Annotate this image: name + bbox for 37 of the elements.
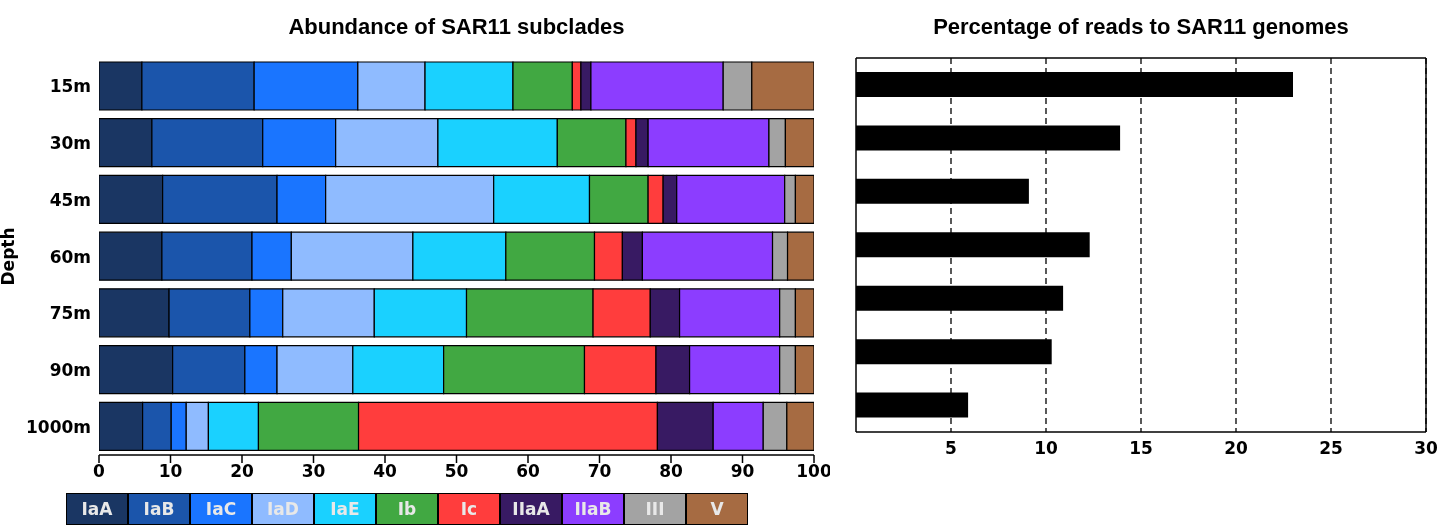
x-tick-label: 70 [587, 461, 612, 482]
y-tick-label: 1000m [25, 416, 91, 437]
chart-title: Abundance of SAR11 subclades [287, 14, 626, 40]
x-tick-label: 40 [373, 461, 397, 482]
legend-label: IIaB [563, 494, 623, 524]
legend-label: Ib [377, 494, 437, 524]
y-tick-label: 30m [49, 133, 91, 154]
text: IaA [67, 494, 127, 524]
x-tick-label: 25 [1319, 438, 1343, 459]
y-tick-label: 45m [49, 189, 91, 210]
legend-label: IaE [315, 494, 375, 524]
legend-label: IIaA [501, 494, 561, 524]
y-tick-label: 75m [49, 303, 91, 324]
x-tick-label: 15 [1129, 438, 1153, 459]
y-axis-title: Depth [0, 227, 19, 286]
y-tick-label: 60m [49, 246, 91, 267]
legend-label: V [687, 494, 747, 524]
x-tick-label: 30 [301, 461, 326, 482]
x-tick-label: 50 [444, 461, 469, 482]
y-tick-label: 90m [49, 359, 91, 380]
x-tick-label: 20 [1224, 438, 1248, 459]
legend-label: IaD [253, 494, 313, 524]
x-tick-label: 10 [1034, 438, 1058, 459]
x-tick-label: 80 [659, 461, 683, 482]
x-tick-label: 90 [730, 461, 755, 482]
legend-label: Ic [439, 494, 499, 524]
x-tick-label: 10 [158, 461, 183, 482]
chart-title: Percentage of reads to SAR11 genomes [932, 14, 1350, 40]
x-tick-label: 0 [93, 461, 106, 482]
legend-label: IaB [129, 494, 189, 524]
legend-label: III [625, 494, 685, 524]
x-tick-label: 5 [945, 438, 957, 459]
legend-label: IaC [191, 494, 251, 524]
x-tick-label: 30 [1414, 438, 1438, 459]
x-tick-label: 20 [230, 461, 254, 482]
x-tick-label: 60 [516, 461, 540, 482]
y-tick-label: 15m [49, 76, 91, 97]
